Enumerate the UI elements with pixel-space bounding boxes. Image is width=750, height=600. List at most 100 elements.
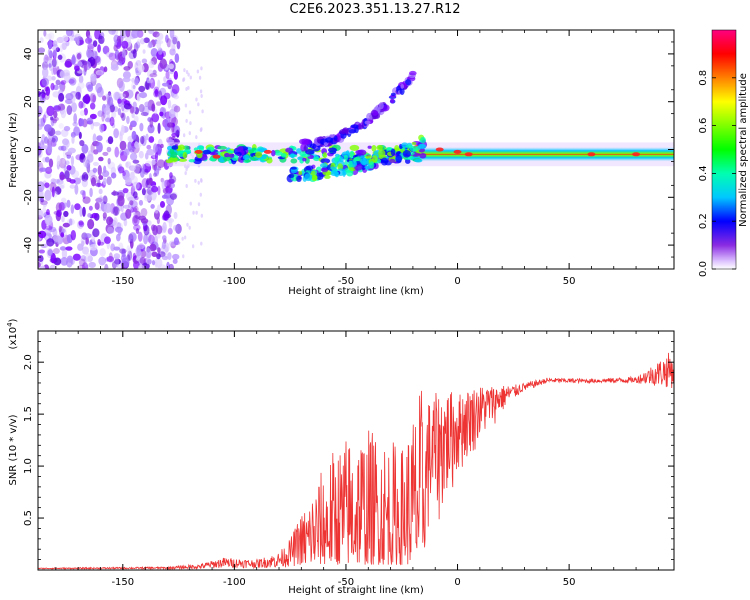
- noise-speckle: [64, 60, 72, 68]
- noise-speckle: [107, 161, 116, 170]
- noise-speckle: [141, 188, 146, 196]
- noise-speckle: [70, 230, 77, 241]
- noise-speckle: [98, 35, 105, 45]
- noise-speckle: [68, 218, 73, 226]
- noise-speckle: [79, 118, 85, 127]
- noise-speckle: [170, 39, 175, 50]
- noise-speckle: [70, 204, 75, 214]
- noise-speckle: [63, 125, 71, 132]
- noise-speckle: [117, 60, 122, 66]
- noise-speckle: [38, 249, 46, 254]
- spectrogram-xtick-label: -50: [338, 276, 354, 287]
- noise-speckle: [52, 118, 58, 124]
- noise-speckle: [117, 195, 125, 207]
- spectrogram-ytick-label: 0: [23, 146, 34, 152]
- lower-branch-blob: [419, 143, 427, 150]
- noise-speckle: [94, 202, 100, 210]
- noise-speckle: [97, 110, 104, 117]
- noise-speckle: [86, 48, 93, 59]
- main-band-blob: [320, 158, 331, 164]
- noise-speckle: [42, 201, 48, 208]
- noise-speckle: [44, 33, 53, 40]
- noise-speckle: [42, 145, 49, 150]
- noise-speckle: [63, 210, 69, 218]
- noise-speckle: [47, 249, 54, 257]
- noise-speckle: [71, 102, 78, 113]
- noise-speckle: [64, 98, 74, 105]
- noise-speckle: [60, 246, 66, 251]
- noise-speckle: [161, 194, 169, 199]
- noise-speckle: [125, 30, 131, 38]
- noise-speckle: [120, 30, 128, 39]
- noise-speckle: [74, 184, 79, 195]
- noise-speckle: [77, 61, 83, 67]
- upper-branch-blob: [333, 135, 338, 142]
- noise-speckle: [65, 30, 73, 37]
- noise-speckle: [159, 87, 167, 96]
- main-band-blob: [188, 159, 196, 163]
- main-band-blob: [357, 149, 367, 156]
- noise-speckle: [124, 127, 128, 133]
- noise-speckle: [164, 118, 170, 125]
- noise-speckle: [52, 137, 57, 147]
- colorbar-frame: [711, 29, 737, 270]
- noise-speckle: [57, 103, 66, 111]
- noise-speckle: [102, 195, 108, 205]
- noise-speckle: [98, 175, 104, 180]
- noise-speckle: [154, 165, 160, 175]
- noise-speckle: [66, 255, 74, 263]
- noise-speckle: [56, 178, 64, 185]
- noise-speckle: [63, 202, 67, 209]
- noise-speckle: [66, 150, 72, 156]
- noise-speckle: [61, 248, 68, 260]
- noise-speckle: [117, 107, 122, 116]
- noise-speckle: [106, 256, 115, 263]
- noise-speckle: [155, 101, 162, 106]
- noise-speckle: [84, 93, 91, 105]
- noise-speckle: [174, 109, 179, 119]
- noise-speckle: [61, 215, 65, 223]
- noise-speckle: [42, 114, 47, 123]
- noise-speckle: [165, 204, 172, 216]
- noise-speckle: [102, 151, 109, 156]
- noise-speckle: [122, 90, 130, 99]
- main-band-blob: [327, 147, 338, 153]
- noise-speckle: [114, 206, 119, 216]
- noise-speckle: [146, 77, 150, 84]
- spectrogram-ytick-label: -40: [23, 237, 34, 253]
- noise-speckle: [169, 48, 176, 56]
- noise-speckle: [172, 36, 178, 45]
- noise-speckle: [52, 40, 58, 47]
- noise-speckle: [161, 241, 166, 250]
- noise-speckle: [123, 103, 132, 110]
- noise-speckle: [140, 135, 145, 145]
- noise-speckle: [145, 247, 152, 259]
- noise-speckle: [128, 232, 137, 242]
- noise-speckle: [75, 91, 81, 100]
- noise-speckle: [49, 264, 57, 269]
- lower-branch-blob: [332, 171, 339, 175]
- noise-speckle: [167, 252, 172, 260]
- noise-speckle: [150, 47, 158, 57]
- noise-speckle: [144, 101, 151, 108]
- noise-speckle: [60, 145, 67, 151]
- noise-speckle: [80, 189, 86, 196]
- noise-speckle: [81, 172, 89, 182]
- noise-speckle: [85, 253, 92, 263]
- noise-speckle: [148, 136, 155, 143]
- main-band-blob: [178, 158, 188, 162]
- noise-speckle: [89, 102, 96, 110]
- noise-speckle: [157, 247, 161, 254]
- noise-speckle: [81, 144, 89, 154]
- snr-xtick-label: 50: [563, 577, 576, 588]
- noise-speckle: [62, 35, 69, 42]
- noise-speckle: [52, 49, 58, 58]
- noise-speckle: [201, 109, 204, 114]
- noise-speckle: [191, 244, 195, 249]
- noise-speckle: [185, 87, 188, 92]
- noise-speckle: [200, 241, 203, 246]
- noise-speckle: [84, 233, 92, 239]
- noise-speckle: [127, 60, 133, 69]
- noise-speckle: [198, 75, 202, 80]
- noise-speckle: [150, 203, 155, 209]
